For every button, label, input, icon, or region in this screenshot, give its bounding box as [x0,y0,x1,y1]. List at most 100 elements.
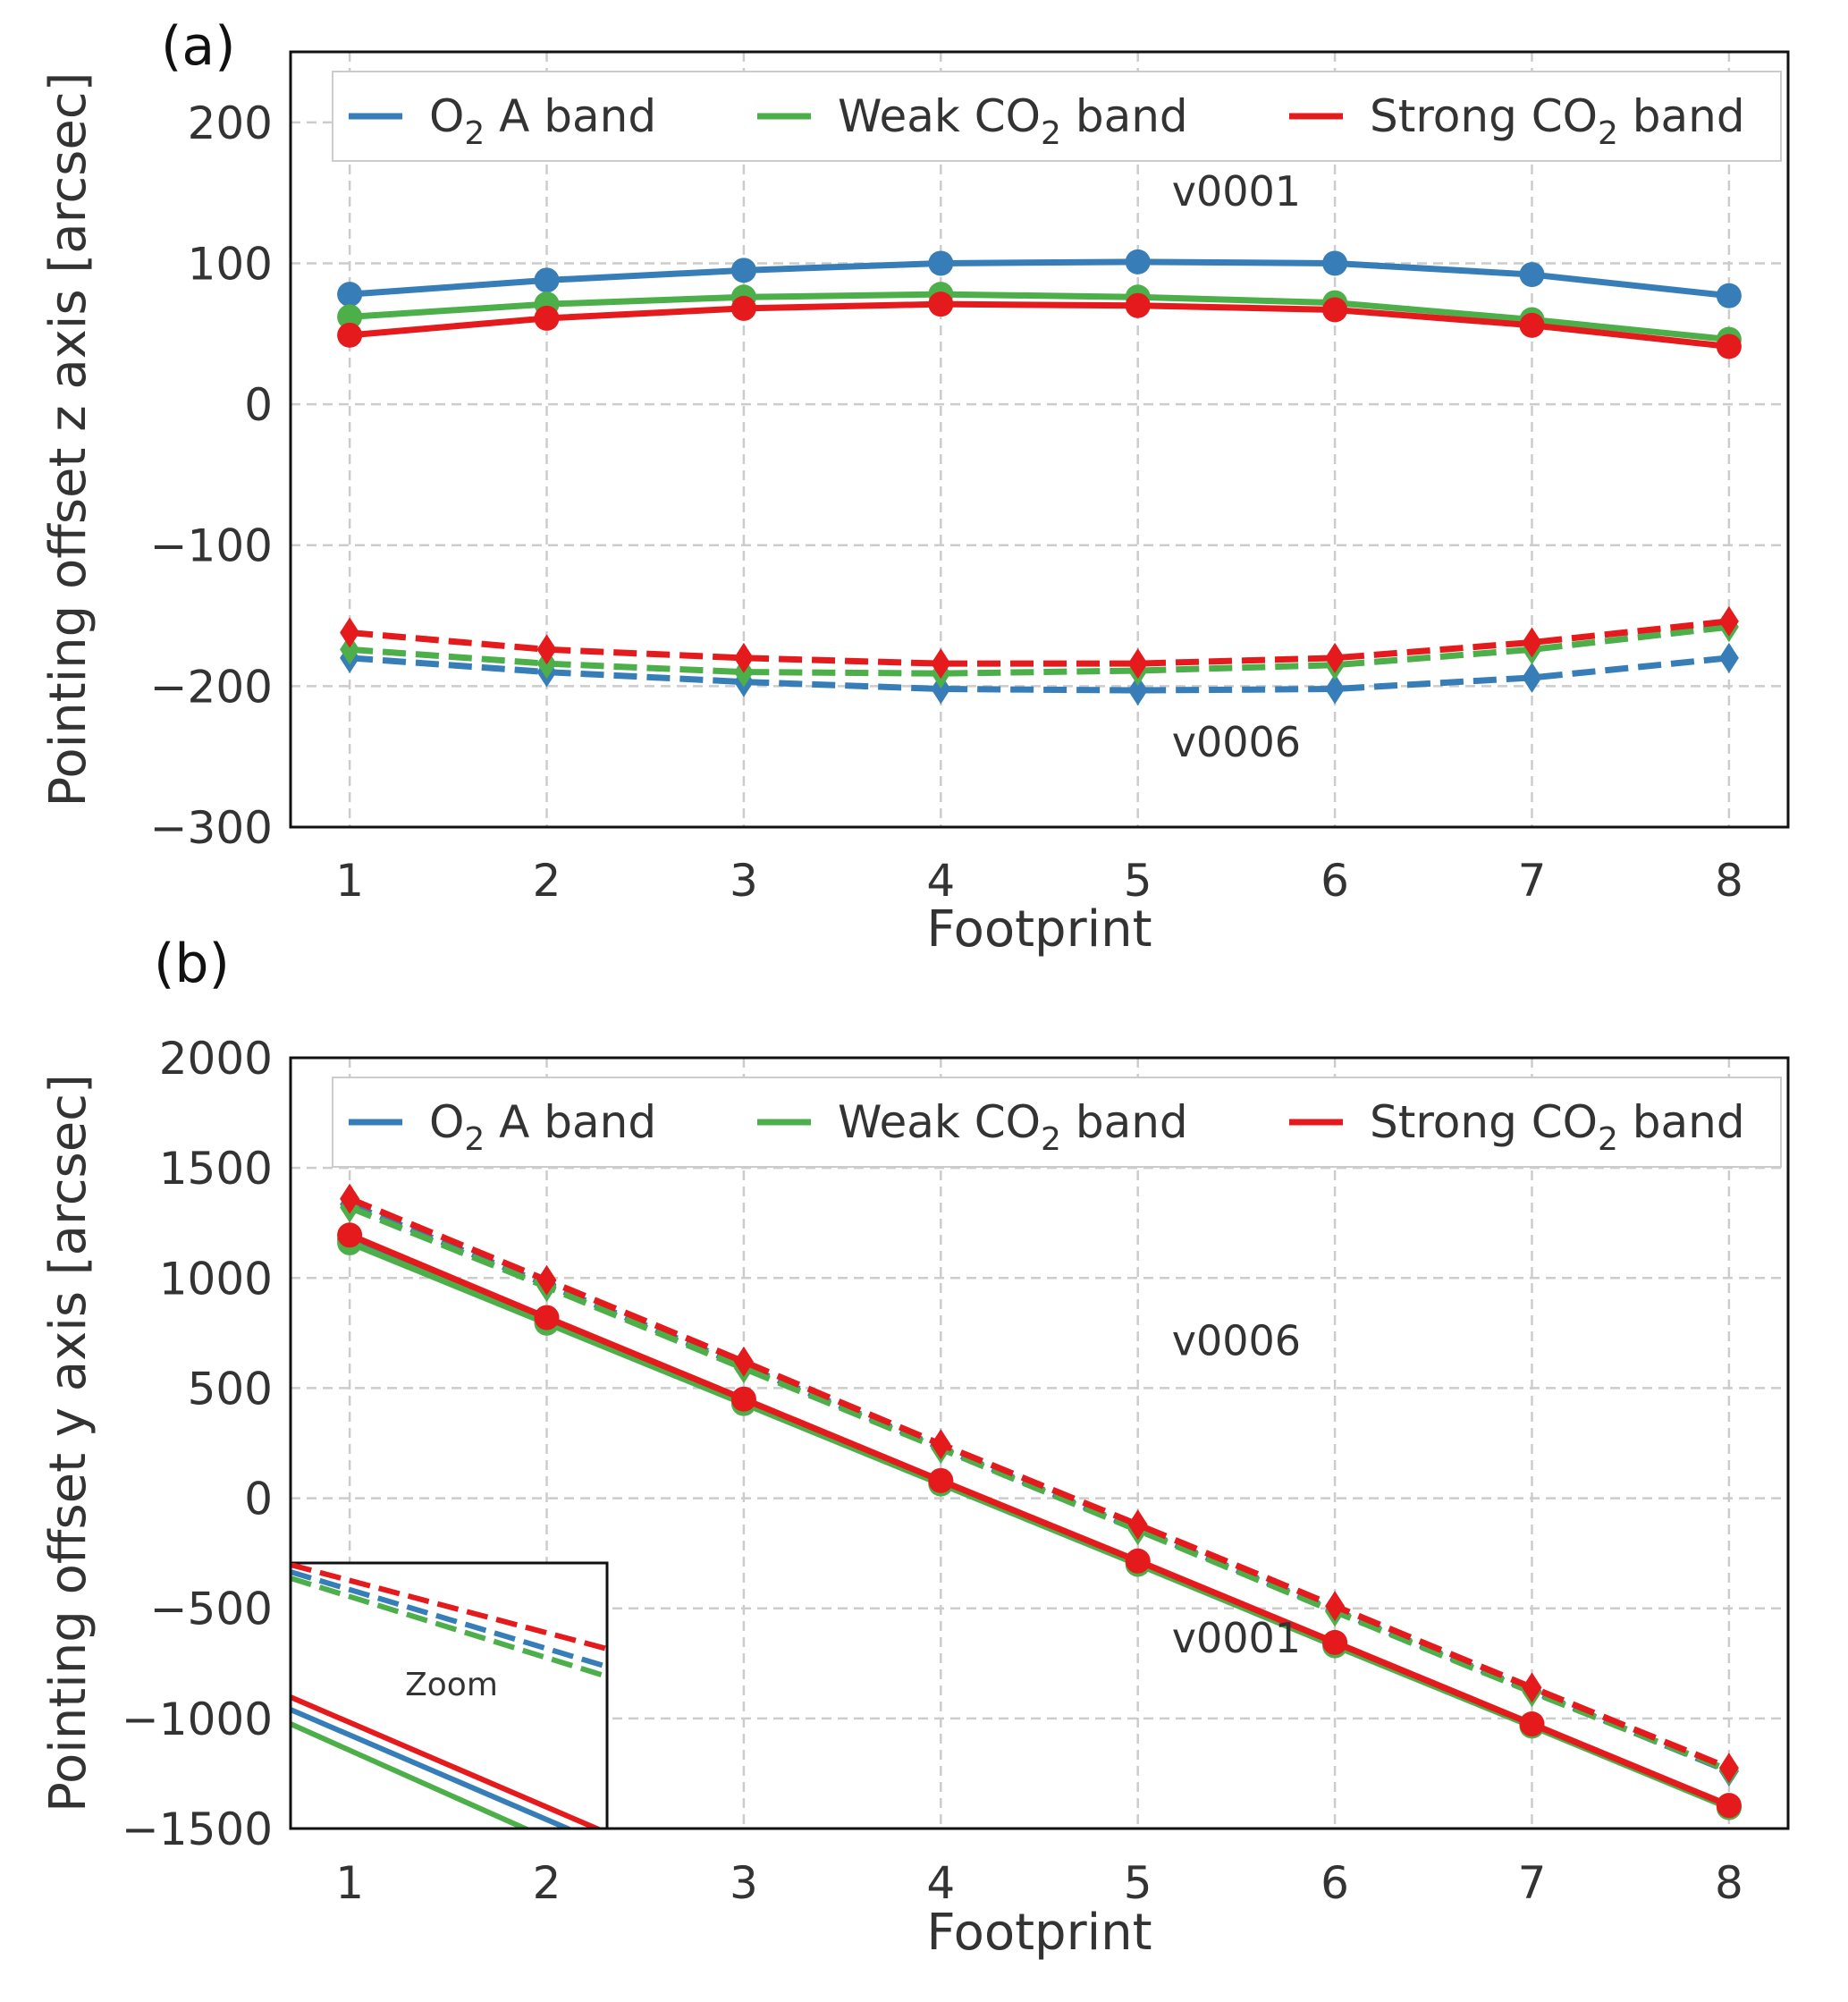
data-point [931,673,951,705]
y-tick-label: 2000 [159,1033,273,1085]
y-tick-label: −1000 [122,1694,273,1745]
data-point [928,1467,954,1493]
y-tick-label: −500 [150,1584,273,1635]
data-point [337,282,363,308]
x-tick-label: 3 [730,855,758,907]
data-point [536,634,557,665]
x-tick-label: 4 [926,855,955,907]
legend: O2 A band Weak CO2 band Strong CO2 band [332,1077,1782,1168]
x-tick-label: 3 [730,1857,758,1909]
data-point [1519,262,1545,288]
legend-label: Strong CO2 band [1370,1096,1745,1158]
data-point [1716,283,1742,308]
panel-label: (b) [154,933,230,995]
data-point [1322,297,1348,323]
zoom-line [291,1721,532,1829]
data-point [1322,250,1348,276]
legend-label-suffix: A band [485,90,656,142]
data-point [931,648,951,680]
legend-label-prefix: O [429,1096,464,1148]
data-point [337,1222,363,1248]
zoom-line [291,1569,607,1669]
y-tick-label: 200 [188,97,273,149]
x-tick-label: 6 [1321,1857,1349,1909]
plot-area [337,249,1742,706]
zoom-line [291,1575,607,1679]
series-line [349,300,1730,350]
y-tick-label: 0 [244,379,273,431]
legend-label-prefix: Strong CO [1370,1096,1598,1148]
x-tick-label: 4 [926,1857,955,1909]
zoom-label: Zoom [405,1667,498,1703]
y-axis-label: Pointing offset z axis [arcsec] [39,72,97,807]
annotation: v0006 [1172,1316,1301,1364]
data-point [1325,673,1346,705]
legend-label-prefix: Weak CO [838,90,1041,142]
legend-label: Weak CO2 band [838,90,1188,152]
x-tick-label: 2 [533,855,561,907]
x-tick-label: 8 [1715,1857,1743,1909]
annotation: v0001 [1172,1614,1301,1662]
y-axis-label: Pointing offset y axis [arcsec] [39,1074,97,1812]
data-point [928,291,954,317]
legend-label-suffix: band [1061,1096,1188,1148]
legend-label: O2 A band [429,1096,656,1158]
plot-area [337,1183,1742,1820]
series-line [348,1232,1731,1809]
y-tick-label: −200 [150,661,273,713]
x-tick-label: 1 [335,1857,364,1909]
y-tick-label: −1500 [122,1803,273,1855]
data-point [1522,627,1542,658]
data-point [1127,648,1148,680]
legend-label: O2 A band [429,90,656,152]
panel-b: v0006 v0001 Zoom 1 2 3 4 5 6 7 8 −1500 −1000 −500 0 500… [39,933,1790,1962]
data-point [730,1386,756,1412]
data-point [931,1429,951,1460]
data-point [733,1346,754,1377]
legend-label-subscript: 2 [1598,1121,1618,1158]
x-tick-label: 7 [1518,855,1547,907]
legend-label-subscript: 2 [1041,1121,1061,1158]
x-tick-label: 1 [335,855,364,907]
legend-label-subscript: 2 [464,1121,485,1158]
zoom-line [291,1707,575,1829]
zoom-line [291,1694,603,1829]
legend-box [332,1077,1782,1168]
data-point [730,295,756,321]
x-axis-label: Footprint [926,900,1152,959]
x-tick-label: 6 [1321,855,1349,907]
data-point [1125,292,1151,318]
data-point [1519,312,1545,338]
data-point [1716,1793,1742,1819]
series-line [348,1204,1731,1773]
legend-label-prefix: Weak CO [838,1096,1041,1148]
x-tick-label: 2 [533,1857,561,1909]
y-tick-label: 0 [244,1474,273,1525]
zoom-inset-lines [291,1563,607,1829]
legend-label: Weak CO2 band [838,1096,1188,1158]
data-point [1522,1672,1542,1703]
panel-label: (a) [161,15,236,78]
y-tick-label: −300 [150,802,273,854]
data-point [1718,642,1739,673]
axes-frame [289,1056,1790,1830]
y-tick-label: 1000 [159,1253,273,1305]
data-point [928,250,954,276]
annotation: v0001 [1172,167,1301,215]
legend-label-prefix: Strong CO [1370,90,1598,142]
y-tick-label: −100 [150,520,273,572]
legend-label-prefix: O [429,90,464,142]
data-point [730,258,756,283]
data-point [1718,605,1739,637]
data-point [534,267,560,293]
data-point [1522,662,1542,693]
series-line [348,1195,1731,1771]
data-point [1718,1753,1739,1784]
legend-label-subscript: 2 [1598,115,1618,152]
y-tick-label: 500 [188,1363,273,1415]
x-tick-label: 7 [1518,1857,1547,1909]
legend-box [332,71,1782,162]
data-point [340,634,360,665]
series-line [349,291,1730,343]
